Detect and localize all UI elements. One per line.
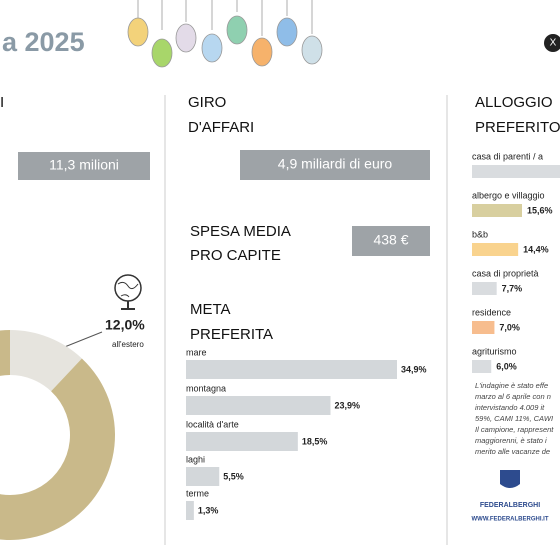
box-text: 4,9 miliardi di euro bbox=[278, 156, 393, 172]
heading: SPESA MEDIA bbox=[190, 223, 291, 240]
x-icon[interactable] bbox=[544, 34, 560, 52]
bar bbox=[186, 467, 220, 486]
note-line: intervistando 4.009 it bbox=[475, 403, 545, 412]
bar-label: b&b bbox=[472, 229, 488, 239]
heading: PREFERITA bbox=[190, 326, 273, 343]
title: a 2025 bbox=[2, 27, 85, 57]
heading: GIRO bbox=[188, 94, 226, 111]
bar-value: 34,9% bbox=[401, 364, 427, 374]
bar bbox=[472, 204, 522, 217]
note-line: marzo al 6 aprile con n bbox=[475, 392, 551, 401]
note-line: 59%, CAMI 11%, CAWI bbox=[475, 414, 553, 423]
logo-text: FEDERALBERGHI bbox=[480, 502, 540, 509]
box-text: 438 € bbox=[373, 232, 408, 248]
note-line: Il campione, rappresent bbox=[475, 425, 554, 434]
bar bbox=[186, 396, 331, 415]
bar bbox=[472, 360, 492, 373]
bar-value: 7,0% bbox=[499, 322, 520, 332]
bar-value: 18,5% bbox=[302, 436, 328, 446]
bar-label: casa di parenti / a bbox=[472, 151, 543, 161]
donut-segment bbox=[0, 330, 115, 540]
bar-label: residence bbox=[472, 307, 511, 317]
bar-value: 6,0% bbox=[496, 361, 517, 371]
easter-eggs bbox=[127, 0, 323, 68]
bar bbox=[472, 165, 560, 178]
heading: PRO CAPITE bbox=[190, 247, 281, 264]
bar bbox=[186, 432, 298, 451]
bar-label: terme bbox=[186, 488, 209, 498]
bar-label: mare bbox=[186, 347, 207, 357]
heading: ALLOGGIO bbox=[475, 94, 553, 111]
bar-label: località d'arte bbox=[186, 419, 239, 429]
bar bbox=[186, 501, 194, 520]
logo-text: WWW.FEDERALBERGHI.IT bbox=[472, 517, 549, 523]
x-icon-glyph: X bbox=[550, 38, 557, 49]
value-box bbox=[18, 152, 150, 180]
heading: PREFERITO bbox=[475, 119, 560, 136]
heading: D'AFFARI bbox=[188, 119, 254, 136]
bar-value: 23,9% bbox=[334, 400, 360, 410]
box-text: 11,3 milioni bbox=[49, 157, 119, 173]
bar-value: 14,4% bbox=[523, 244, 549, 254]
donut-segment bbox=[10, 329, 82, 392]
bar-value: 15,6% bbox=[527, 205, 553, 215]
heading: I bbox=[0, 94, 4, 111]
bar-value: 5,5% bbox=[223, 471, 244, 481]
value-box bbox=[240, 150, 430, 180]
globe-icon bbox=[114, 274, 142, 310]
bar-label: agriturismo bbox=[472, 346, 517, 356]
bar-label: laghi bbox=[186, 454, 205, 464]
bar-label: casa di proprietà bbox=[472, 268, 539, 278]
note-line: merito alle vacanze de bbox=[475, 447, 550, 456]
bar bbox=[472, 282, 497, 295]
bar bbox=[472, 243, 519, 256]
donut-sublabel: all'estero bbox=[112, 340, 144, 349]
bar-label: montagna bbox=[186, 383, 226, 393]
logo bbox=[500, 470, 520, 488]
bar bbox=[186, 360, 397, 379]
heading: META bbox=[190, 301, 231, 318]
note-line: maggiorenni, è stato i bbox=[475, 436, 547, 445]
note-line: L'indagine è stato effe bbox=[475, 381, 548, 390]
bar-value: 7,7% bbox=[502, 283, 523, 293]
bar bbox=[472, 321, 495, 334]
bar-value: 1,3% bbox=[198, 505, 219, 515]
donut-label: 12,0% bbox=[105, 317, 145, 333]
bar-label: albergo e villaggio bbox=[472, 190, 545, 200]
value-box bbox=[352, 226, 430, 256]
